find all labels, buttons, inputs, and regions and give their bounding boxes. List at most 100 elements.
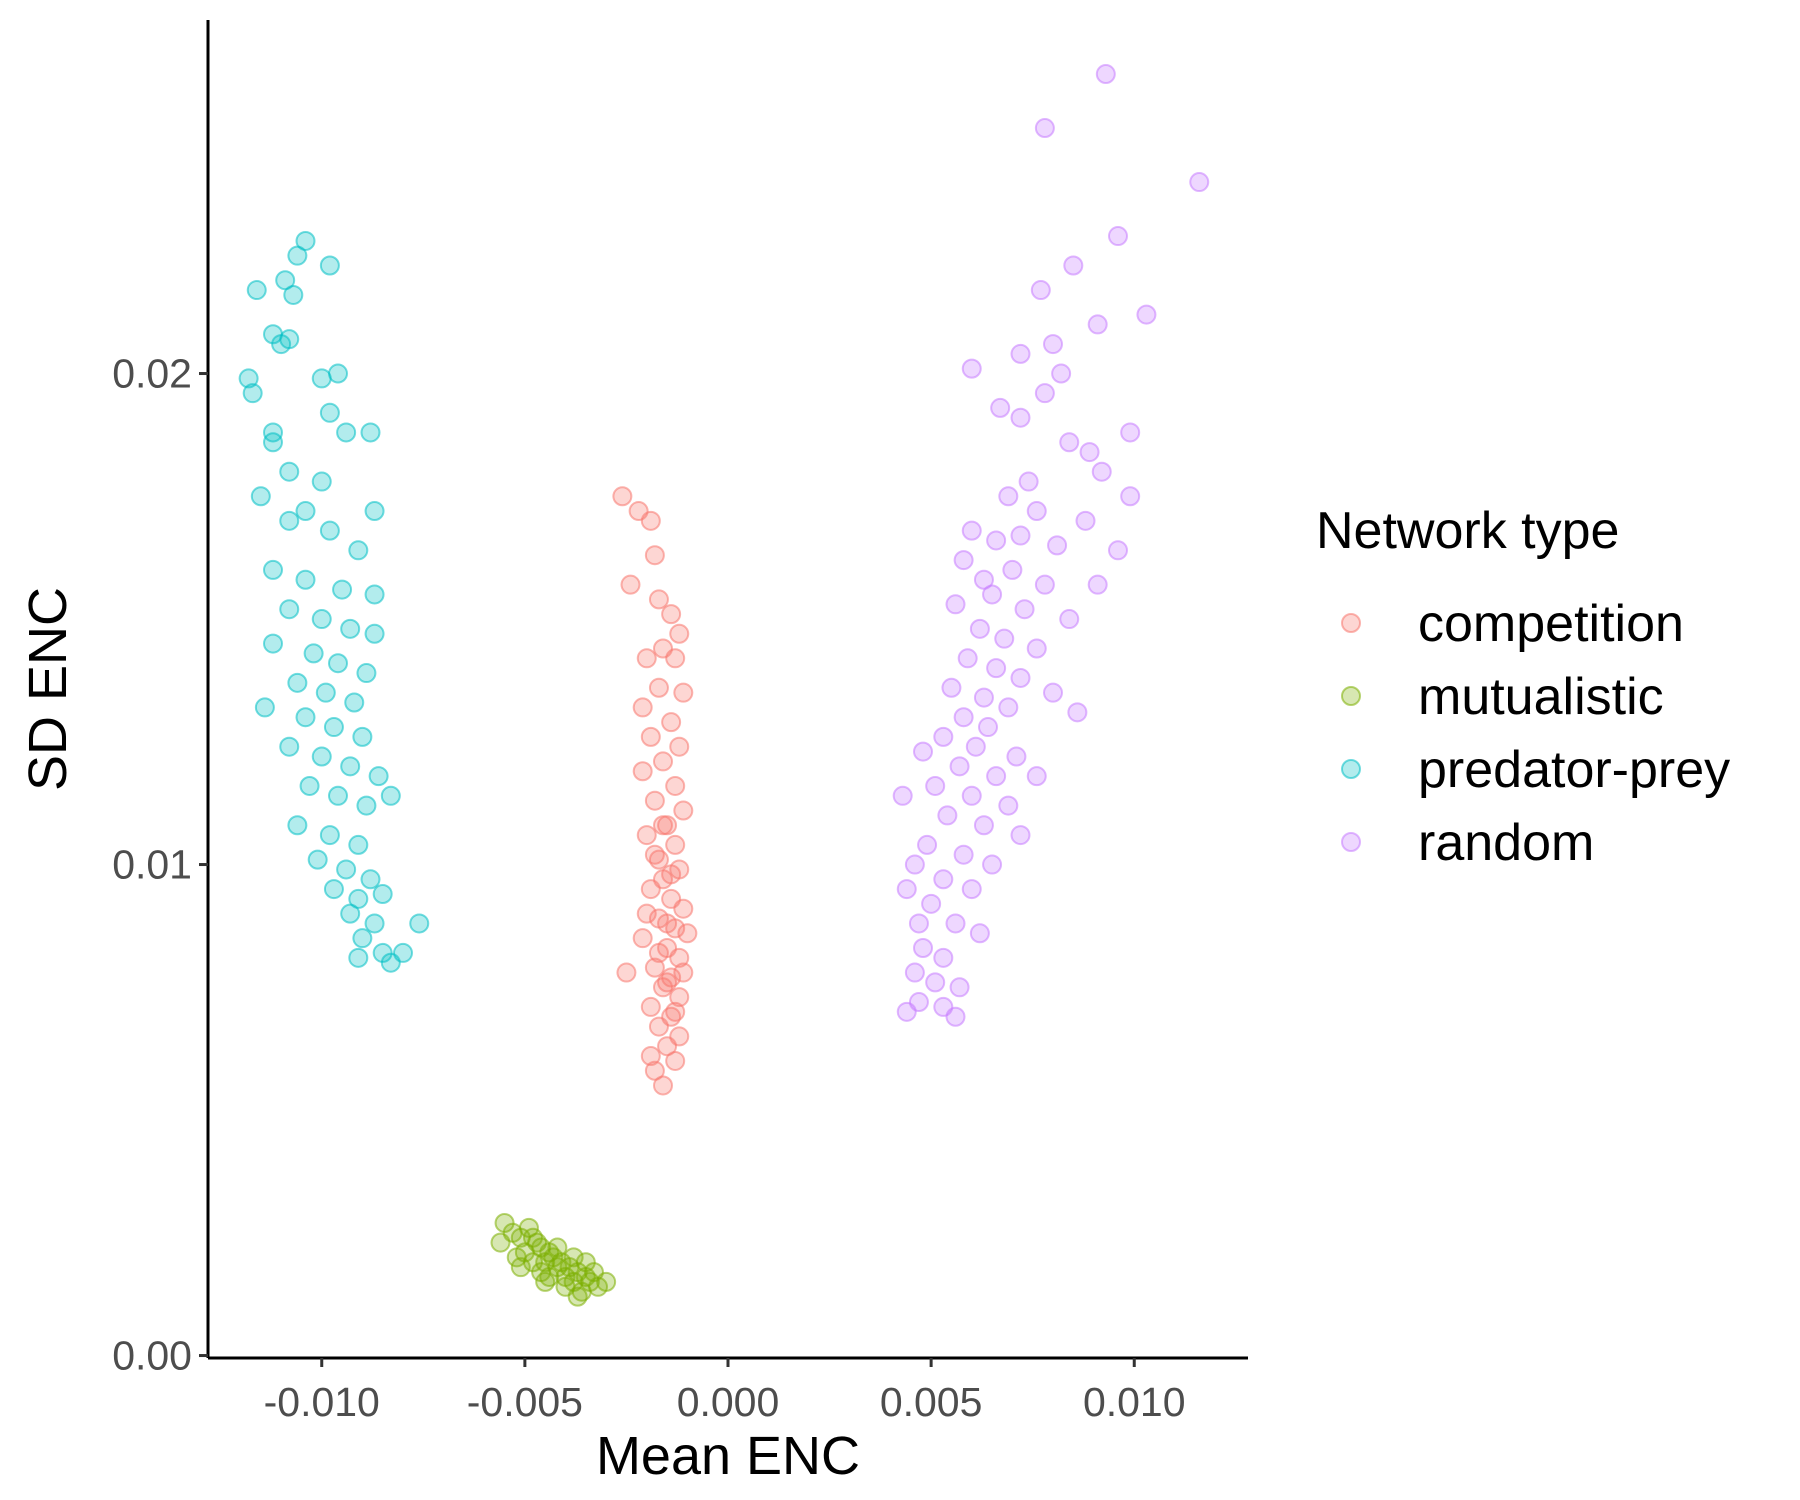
point-random bbox=[921, 893, 942, 914]
point-random bbox=[1087, 574, 1108, 595]
point-random bbox=[1059, 432, 1080, 453]
point-random bbox=[1034, 118, 1055, 139]
point-predator-prey bbox=[271, 334, 292, 355]
legend-label-random: random bbox=[1418, 814, 1594, 872]
point-random bbox=[973, 815, 994, 836]
point-mutualistic bbox=[523, 1227, 543, 1248]
point-random bbox=[982, 854, 1003, 875]
point-predator-prey bbox=[254, 697, 275, 718]
point-random bbox=[961, 879, 982, 900]
point-competition bbox=[636, 825, 657, 846]
point-random bbox=[990, 397, 1011, 418]
point-random bbox=[986, 530, 1007, 551]
point-random bbox=[1030, 280, 1051, 301]
point-competition bbox=[648, 677, 669, 698]
point-random bbox=[957, 648, 978, 669]
point-random bbox=[1075, 510, 1096, 531]
point-predator-prey bbox=[279, 599, 300, 620]
point-random bbox=[1108, 540, 1128, 561]
point-mutualistic bbox=[510, 1257, 531, 1278]
point-competition bbox=[632, 761, 653, 782]
point-predator-prey bbox=[364, 913, 385, 934]
x-axis-ticks: -0.010 -0.005 0.000 0.005 0.010 bbox=[264, 1358, 1186, 1425]
point-predator-prey bbox=[311, 746, 332, 767]
point-random bbox=[945, 1006, 966, 1027]
point-predator-prey bbox=[238, 368, 259, 389]
point-competition bbox=[640, 879, 661, 900]
point-competition bbox=[640, 996, 661, 1017]
point-predator-prey bbox=[242, 383, 263, 404]
point-predator-prey bbox=[344, 692, 365, 713]
x-tick-label: 0.000 bbox=[677, 1379, 780, 1425]
point-predator-prey bbox=[287, 245, 308, 266]
point-mutualistic bbox=[547, 1237, 568, 1258]
point-random bbox=[1067, 702, 1088, 723]
point-predator-prey bbox=[250, 486, 271, 507]
point-competition bbox=[620, 574, 641, 595]
point-competition bbox=[640, 1046, 661, 1067]
point-competition bbox=[640, 726, 661, 747]
point-predator-prey bbox=[319, 825, 340, 846]
point-random bbox=[1059, 609, 1080, 630]
y-axis-ticks: 0.00 0.01 0.02 bbox=[112, 351, 208, 1379]
point-random bbox=[937, 805, 958, 826]
point-random bbox=[1047, 535, 1068, 556]
point-competition bbox=[644, 545, 665, 566]
point-random bbox=[973, 687, 994, 708]
x-axis-title: Mean ENC bbox=[596, 1426, 860, 1486]
point-random bbox=[965, 736, 986, 757]
point-predator-prey bbox=[348, 834, 369, 855]
series-predator-prey bbox=[238, 230, 430, 973]
point-random bbox=[961, 520, 982, 541]
point-competition bbox=[648, 589, 669, 610]
point-random bbox=[892, 785, 913, 806]
point-random bbox=[986, 658, 1007, 679]
x-tick-label: -0.005 bbox=[467, 1379, 583, 1425]
point-random bbox=[1026, 501, 1047, 522]
point-predator-prey bbox=[315, 682, 336, 703]
point-random bbox=[986, 766, 1007, 787]
point-random bbox=[982, 584, 1003, 605]
legend-label-competition: competition bbox=[1418, 595, 1684, 653]
point-random bbox=[969, 618, 990, 639]
series-mutualistic bbox=[490, 1212, 617, 1307]
point-predator-prey bbox=[360, 869, 381, 890]
point-competition bbox=[665, 775, 686, 796]
point-random bbox=[1010, 525, 1031, 546]
point-mutualistic bbox=[567, 1286, 588, 1307]
point-predator-prey bbox=[246, 280, 267, 301]
point-competition bbox=[632, 697, 653, 718]
point-random bbox=[1034, 383, 1055, 404]
point-competition bbox=[661, 712, 682, 733]
point-predator-prey bbox=[336, 422, 357, 443]
point-competition bbox=[673, 800, 694, 821]
point-competition bbox=[632, 928, 653, 949]
point-random bbox=[945, 913, 966, 934]
point-predator-prey bbox=[279, 736, 300, 757]
point-competition bbox=[669, 736, 690, 757]
point-predator-prey bbox=[340, 756, 361, 777]
point-random bbox=[1010, 825, 1031, 846]
point-predator-prey bbox=[364, 501, 385, 522]
point-predator-prey bbox=[295, 707, 316, 728]
point-predator-prey bbox=[311, 368, 332, 389]
series-competition bbox=[612, 486, 698, 1096]
point-random bbox=[949, 756, 970, 777]
point-predator-prey bbox=[328, 653, 348, 674]
point-random bbox=[904, 854, 925, 875]
point-random bbox=[933, 726, 954, 747]
legend: Network type competition mutualistic preda… bbox=[1316, 502, 1730, 872]
point-competition bbox=[669, 947, 690, 968]
point-competition bbox=[669, 623, 690, 644]
point-random bbox=[925, 972, 946, 993]
legend-key-predator-prey bbox=[1341, 759, 1361, 779]
x-tick-label: 0.005 bbox=[880, 1379, 983, 1425]
point-random bbox=[1014, 599, 1035, 620]
point-competition bbox=[640, 510, 661, 531]
point-random bbox=[978, 717, 998, 738]
point-competition bbox=[636, 648, 657, 669]
point-mutualistic bbox=[535, 1271, 556, 1292]
point-competition bbox=[669, 987, 690, 1008]
point-predator-prey bbox=[263, 559, 283, 580]
point-predator-prey bbox=[319, 255, 340, 276]
